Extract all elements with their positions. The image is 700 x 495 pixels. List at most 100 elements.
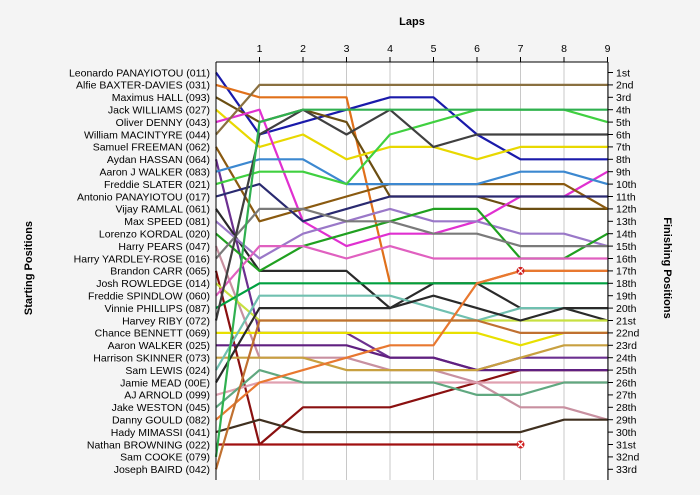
series-line — [216, 331, 608, 347]
series-line — [215, 207, 608, 260]
series-line — [214, 108, 608, 458]
start-position-label: Antonio PANAYIOTOU (017) — [77, 191, 210, 203]
finish-position-label: 2nd — [616, 80, 634, 92]
finish-position-label: 10th — [616, 179, 637, 191]
finish-position-label: 6th — [616, 129, 631, 141]
series-line — [215, 245, 608, 297]
retirement-marker — [516, 440, 525, 449]
finish-position-label: 7th — [616, 142, 631, 154]
finish-position-label: 27th — [616, 390, 637, 402]
x-tick-label: 9 — [605, 43, 611, 55]
start-position-label: Vijay RAMLAL (061) — [115, 204, 210, 216]
series-line — [215, 418, 608, 434]
series-line — [215, 294, 608, 384]
x-tick-label: 3 — [344, 43, 350, 55]
finish-position-label: 19th — [616, 291, 637, 303]
start-position-label: Danny GOULD (082) — [112, 415, 210, 427]
series-line — [215, 83, 608, 136]
finish-position-label: 13th — [616, 216, 637, 228]
series-line — [215, 269, 608, 421]
series-line — [214, 108, 608, 321]
series-lines — [214, 71, 609, 470]
finish-position-label: 29th — [616, 415, 637, 427]
start-position-label: Jamie MEAD (00E) — [120, 377, 210, 389]
finish-position-label: 14th — [616, 229, 637, 241]
finish-position-label: 32nd — [616, 452, 640, 464]
start-position-label: Max SPEED (081) — [124, 216, 210, 228]
series-line — [215, 71, 608, 161]
start-position-label: Aaron WALKER (025) — [108, 340, 210, 352]
left-axis-title: Starting Positions — [23, 221, 35, 315]
series-line — [215, 282, 608, 310]
finishing-position-labels: 1st2nd3rd4th5th6th7th8th9th10th11th12th1… — [608, 67, 640, 476]
finish-position-label: 4th — [616, 105, 631, 117]
x-tick-label: 2 — [300, 43, 306, 55]
finish-position-label: 22nd — [616, 328, 640, 340]
x-tick-label: 8 — [561, 43, 567, 55]
start-position-label: Harrison SKINNER (073) — [93, 353, 210, 365]
start-position-label: Harry PEARS (047) — [118, 241, 210, 253]
finish-position-label: 20th — [616, 303, 637, 315]
start-position-label: Aydan HASSAN (064) — [107, 154, 210, 166]
retirement-marker — [516, 266, 525, 275]
start-position-label: Nathan BROWNING (022) — [87, 439, 210, 451]
x-tick-label: 1 — [257, 43, 263, 55]
start-position-label: Aaron J WALKER (083) — [100, 167, 211, 179]
finish-position-label: 33rd — [616, 464, 637, 476]
finish-position-label: 30th — [616, 427, 637, 439]
finish-position-label: 12th — [616, 204, 637, 216]
start-position-label: William MACINTYRE (044) — [84, 129, 210, 141]
finish-position-label: 1st — [616, 67, 630, 79]
start-position-label: Leonardo PANAYIOTOU (011) — [69, 67, 210, 79]
series-line — [216, 344, 608, 372]
series-line — [215, 158, 608, 186]
finish-position-label: 5th — [616, 117, 631, 129]
start-position-label: Sam LEWIS (024) — [125, 365, 210, 377]
finish-position-label: 3rd — [616, 92, 631, 104]
finish-position-label: 17th — [616, 266, 637, 278]
start-position-label: Samuel FREEMAN (062) — [93, 142, 210, 154]
start-position-label: Brandon CARR (065) — [110, 266, 210, 278]
finish-position-label: 25th — [616, 365, 637, 377]
start-position-label: Oliver DENNY (043) — [116, 117, 210, 129]
start-position-label: Vinnie PHILLIPS (087) — [105, 303, 210, 315]
x-tick-label: 5 — [431, 43, 437, 55]
start-position-label: Harry YARDLEY-ROSE (016) — [74, 253, 210, 265]
finish-position-label: 24th — [616, 353, 637, 365]
start-position-label: Hady MIMASSI (041) — [111, 427, 210, 439]
start-position-label: Freddie SPINDLOW (060) — [88, 291, 210, 303]
start-position-label: Lorenzo KORDAL (020) — [99, 229, 210, 241]
start-position-label: Chance BENNETT (069) — [95, 328, 210, 340]
finish-position-label: 11th — [616, 191, 636, 203]
start-position-label: Joseph BAIRD (042) — [114, 464, 210, 476]
start-position-label: Josh ROWLEDGE (014) — [96, 278, 210, 290]
retirement-markers — [516, 266, 525, 449]
series-line — [215, 183, 608, 223]
x-tick-label: 6 — [474, 43, 480, 55]
finish-position-label: 23rd — [616, 340, 637, 352]
right-axis-title: Finishing Positions — [661, 217, 673, 318]
start-position-label: Sam COOKE (079) — [120, 452, 210, 464]
x-axis-title: Laps — [399, 16, 425, 28]
start-position-label: Freddie SLATER (021) — [104, 179, 210, 191]
start-position-label: AJ ARNOLD (099) — [124, 390, 210, 402]
start-position-label: Maximus HALL (093) — [112, 92, 210, 104]
finish-position-label: 21st — [616, 315, 636, 327]
x-tick-label: 7 — [518, 43, 524, 55]
finish-position-label: 8th — [616, 154, 631, 166]
start-position-label: Jake WESTON (045) — [112, 402, 210, 414]
x-tick-label: 4 — [387, 43, 393, 55]
finish-position-label: 18th — [616, 278, 637, 290]
finish-position-label: 28th — [616, 402, 637, 414]
finish-position-label: 26th — [616, 377, 637, 389]
x-ticks: 1 2 3 4 5 6 7 8 9 — [257, 43, 611, 62]
series-line — [215, 108, 608, 161]
start-position-label: Alfie BAXTER-DAVIES (031) — [76, 80, 210, 92]
start-position-label: Jack WILLIAMS (027) — [108, 105, 210, 117]
series-line — [216, 344, 608, 372]
finish-position-label: 15th — [616, 241, 637, 253]
finish-position-label: 16th — [616, 253, 637, 265]
series-line — [214, 319, 608, 470]
finish-position-label: 31st — [616, 439, 636, 451]
